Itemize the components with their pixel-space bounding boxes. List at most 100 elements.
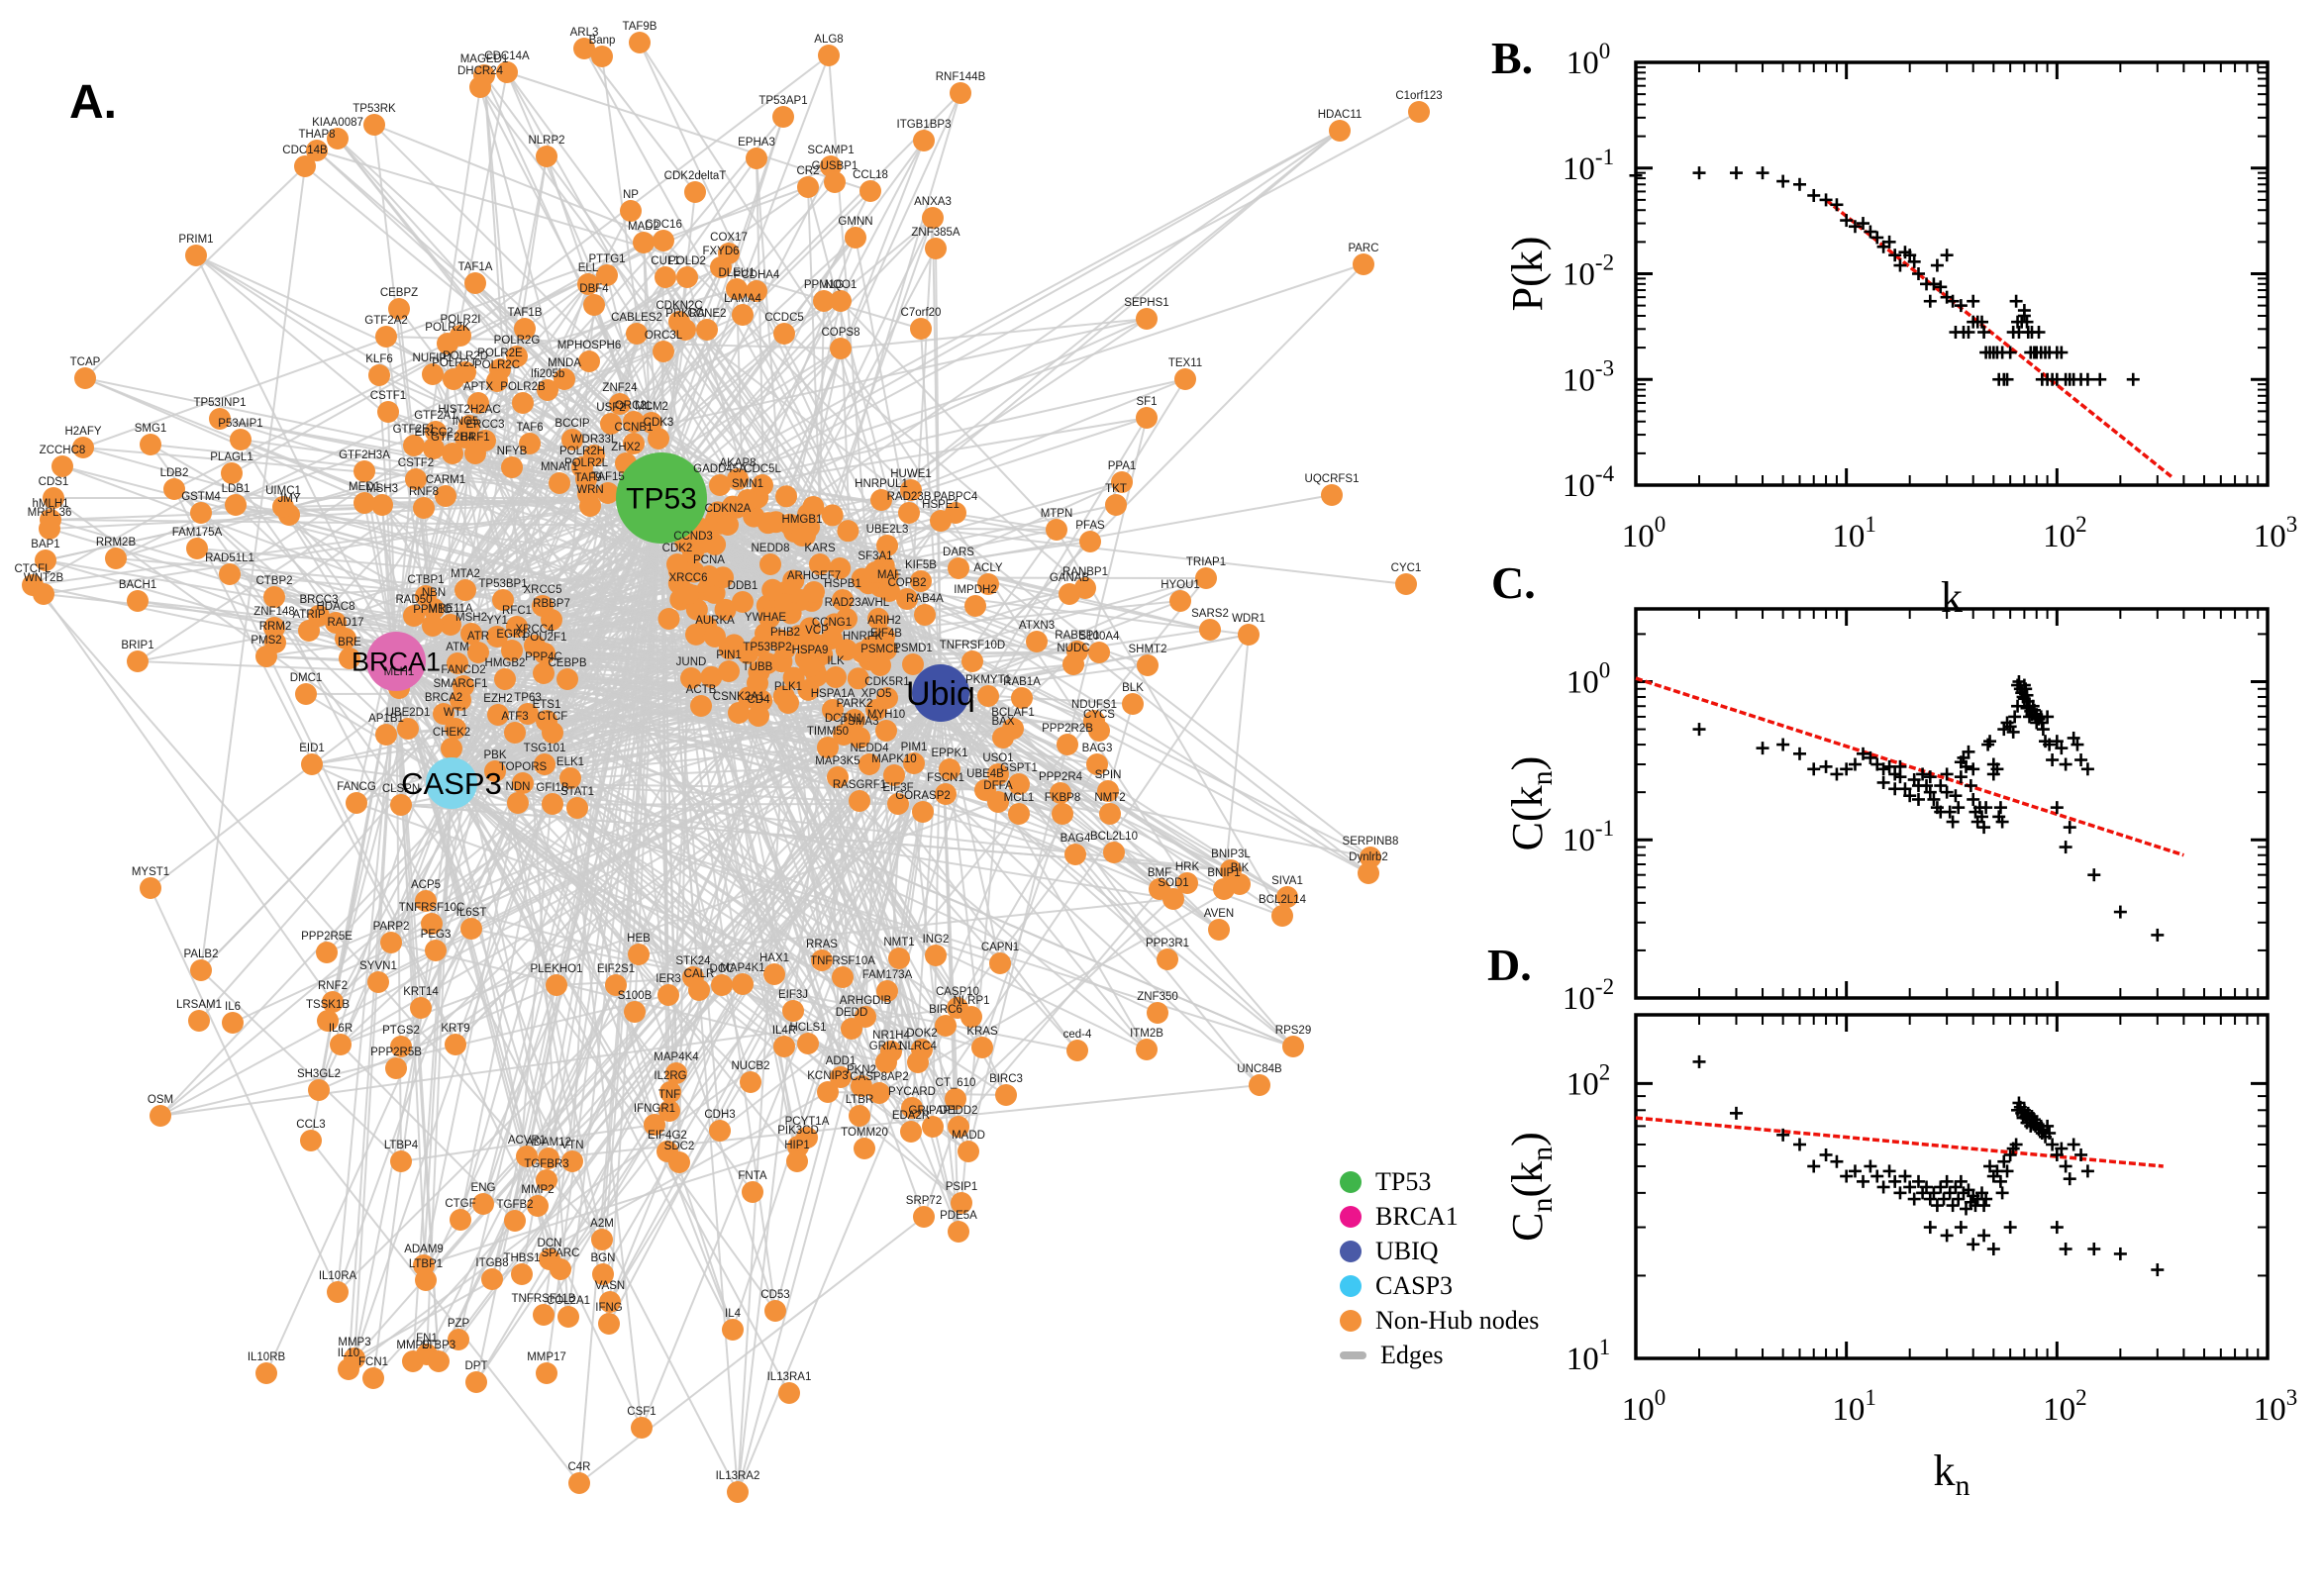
- nonhub-node: [1238, 624, 1260, 646]
- nonhub-node: [390, 1036, 412, 1057]
- node-label: ATM: [446, 642, 468, 653]
- nonhub-node: [377, 401, 399, 423]
- node-label: TCAP: [70, 356, 101, 368]
- nonhub-node: [467, 392, 489, 414]
- node-label: COPB2: [888, 577, 927, 589]
- node-label: PPP2R5B: [370, 1047, 422, 1058]
- node-label: ZNF350: [1137, 991, 1178, 1003]
- node-label: PTGS2: [382, 1025, 420, 1037]
- nonhub-node: [726, 278, 748, 300]
- nonhub-node: [752, 474, 773, 496]
- nonhub-node: [556, 668, 578, 690]
- nonhub-node: [422, 363, 444, 385]
- nonhub-node: [648, 428, 669, 449]
- hub-label-casp3: CASP3: [401, 766, 502, 801]
- nonhub-node: [896, 588, 918, 610]
- nonhub-node: [188, 1010, 210, 1032]
- node-label: ZHX2: [611, 442, 640, 453]
- node-label: RAD17: [327, 617, 363, 629]
- nonhub-node: [746, 280, 767, 302]
- node-label: ADAM12: [526, 1137, 571, 1148]
- node-label: ELK1: [556, 756, 584, 768]
- nonhub-node: [682, 542, 704, 563]
- node-label: PPA1: [1108, 460, 1137, 472]
- nonhub-node: [447, 652, 468, 674]
- node-label: LTBP3: [422, 1340, 455, 1351]
- nonhub-node: [1208, 919, 1230, 941]
- node-label: ORC3L: [645, 330, 683, 342]
- node-label: NUDC: [1057, 643, 1089, 654]
- nonhub-node: [907, 1051, 929, 1073]
- node-label: PSMD1: [893, 643, 933, 654]
- node-label: NMT1: [883, 937, 914, 948]
- nonhub-node: [380, 932, 402, 953]
- x-tick-label: 103: [2254, 512, 2298, 554]
- nonhub-node: [1136, 1039, 1158, 1060]
- legend-label: BRCA1: [1375, 1202, 1459, 1231]
- node-label: hMLH1: [32, 498, 68, 510]
- nonhub-node: [367, 971, 389, 993]
- nonhub-node: [797, 176, 819, 198]
- node-label: POLR2B: [500, 381, 546, 393]
- node-label: MMP17: [527, 1351, 566, 1363]
- node-label: ACVR1: [508, 1135, 546, 1147]
- nonhub-node: [773, 323, 795, 345]
- node-label: TP53BP1: [478, 578, 527, 590]
- nonhub-node: [912, 801, 934, 823]
- node-label: ARIH2: [867, 615, 901, 627]
- node-label: TP53BP2: [743, 642, 791, 653]
- nonhub-node: [1111, 471, 1133, 493]
- node-label: CCDC5: [764, 312, 804, 324]
- nonhub-node: [536, 1362, 557, 1384]
- node-label: POU2F1: [523, 632, 567, 644]
- node-label: NDN: [506, 781, 531, 793]
- nonhub-node: [922, 207, 944, 229]
- nonhub-node: [445, 718, 466, 740]
- nonhub-node: [824, 171, 846, 193]
- nonhub-node: [1057, 734, 1078, 755]
- nonhub-node: [1249, 1074, 1270, 1096]
- node-label: BIRC3: [989, 1073, 1023, 1085]
- nonhub-node: [504, 1210, 526, 1232]
- nonhub-node: [830, 290, 852, 312]
- nonhub-node: [335, 628, 356, 649]
- node-label: CHEK2: [433, 727, 470, 739]
- node-label: MYH10: [867, 709, 905, 721]
- axes-box: [1634, 607, 2270, 1000]
- nonhub-node: [830, 338, 852, 359]
- node-label: TP63: [514, 692, 542, 704]
- nonhub-node: [830, 1066, 852, 1088]
- node-label: PSMA3: [841, 716, 879, 728]
- nonhub-node: [732, 973, 754, 995]
- nonhub-node: [127, 650, 149, 672]
- node-label: ENG: [471, 1182, 496, 1194]
- nonhub-node: [448, 1329, 469, 1350]
- node-label: NLRP1: [953, 995, 989, 1007]
- hub-node-ubiq: [912, 664, 969, 722]
- node-label: POLD2: [668, 255, 706, 267]
- nonhub-node: [561, 1150, 583, 1172]
- node-label: BIRC6: [929, 1004, 962, 1016]
- node-label: MAF: [877, 569, 901, 581]
- hub-labels-layer: TP53 BRCA1 Ubiq CASP3: [352, 483, 975, 801]
- node-label: HMGB2: [485, 657, 526, 669]
- node-label: PARC: [1348, 243, 1378, 254]
- node-label: PYCARD: [888, 1086, 936, 1098]
- node-label: VHL: [867, 597, 890, 609]
- nonhub-node: [718, 243, 740, 264]
- node-label: ATR: [467, 631, 489, 643]
- nonhub-node: [777, 692, 799, 714]
- nonhub-node: [1199, 619, 1221, 641]
- x-tick-label: 101: [1832, 1385, 1876, 1428]
- node-swatch-icon: [1340, 1275, 1362, 1297]
- nonhub-node: [1026, 631, 1048, 652]
- nonhub-node: [876, 980, 898, 1002]
- nonhub-node: [809, 553, 831, 575]
- node-label: PSIP1: [946, 1181, 978, 1193]
- node-label: TP53INP1: [193, 397, 246, 409]
- node-label: HNRPK: [843, 631, 883, 643]
- nonhub-node: [1088, 642, 1110, 663]
- nonhub-node: [1097, 780, 1119, 802]
- x-tick-label: 101: [1832, 512, 1876, 554]
- nonhub-node: [557, 1306, 579, 1328]
